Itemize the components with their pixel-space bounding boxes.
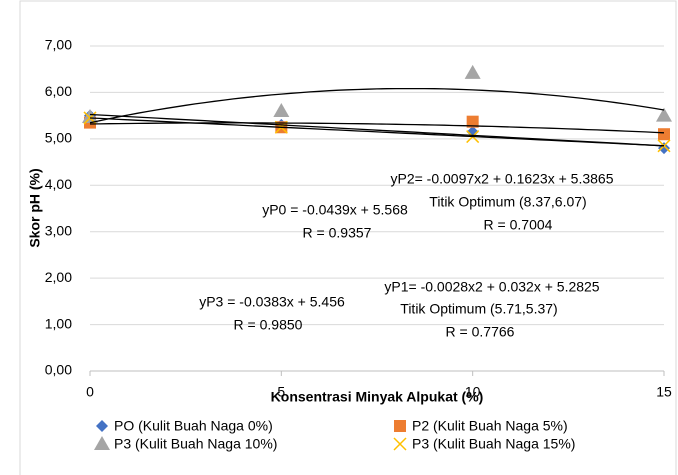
y-tick-label: 7,00	[45, 37, 72, 53]
legend-label: P2 (Kulit Buah Naga 5%)	[412, 418, 568, 434]
point	[466, 115, 479, 128]
legend-marker	[96, 420, 108, 432]
point	[658, 128, 670, 141]
trendline	[89, 87, 665, 124]
annotation: R = 0.7766	[446, 324, 515, 340]
point	[656, 107, 672, 122]
point	[273, 103, 290, 117]
y-tick-label: 4,00	[45, 176, 72, 192]
annotation: Titik Optimum (5.71,5.37)	[400, 301, 557, 317]
x-tick-label: 15	[656, 384, 672, 400]
legend-label: P3 (Kulit Buah Naga 10%)	[114, 436, 277, 452]
point	[82, 109, 98, 124]
legend-marker	[393, 437, 407, 451]
trendline	[89, 117, 665, 147]
annotation: yP0 = -0.0439x + 5.568	[262, 202, 408, 218]
annotation: yP1= -0.0028x2 + 0.032x + 5.2825	[384, 279, 599, 295]
annotation: R = 0.7004	[484, 217, 553, 233]
legend-label: P3 (Kulit Buah Naga 15%)	[412, 436, 575, 452]
chart-border	[19, 0, 677, 475]
x-tick-label: 5	[277, 384, 285, 400]
x-tick-label: 10	[465, 384, 481, 400]
legend-marker	[394, 420, 406, 432]
legend-label: PO (Kulit Buah Naga 0%)	[114, 418, 273, 434]
legend-marker	[94, 436, 110, 450]
y-tick-label: 3,00	[45, 222, 72, 238]
y-axis-title: Skor pH (%)	[27, 168, 43, 247]
y-tick-label: 0,00	[45, 362, 72, 378]
annotation: R = 0.9850	[234, 317, 303, 333]
annotation: Titik Optimum (8.37,6.07)	[429, 194, 586, 210]
y-tick-label: 6,00	[45, 83, 72, 99]
point	[464, 64, 481, 79]
y-tick-label: 2,00	[45, 269, 72, 285]
annotation: R = 0.9357	[303, 225, 372, 241]
annotation: yP3 = -0.0383x + 5.456	[199, 294, 345, 310]
x-tick-label: 0	[86, 384, 94, 400]
x-axis-title: Konsentrasi Minyak Alpukat (%)	[271, 389, 484, 405]
y-tick-label: 5,00	[45, 130, 72, 146]
point	[657, 139, 671, 153]
annotation: yP2= -0.0097x2 + 0.1623x + 5.3865	[390, 171, 613, 187]
y-tick-label: 1,00	[45, 315, 72, 331]
